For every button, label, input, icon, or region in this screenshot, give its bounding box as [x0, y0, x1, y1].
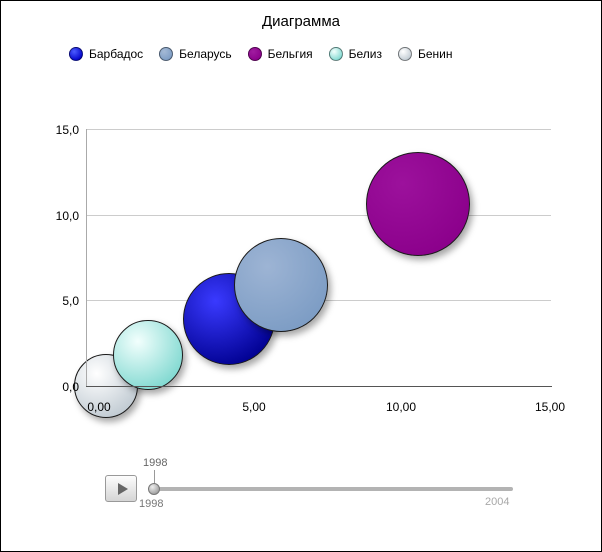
bubble-belize[interactable] — [113, 320, 183, 391]
legend-swatch-icon — [247, 47, 262, 61]
legend-item-belarus[interactable]: Беларусь — [159, 47, 232, 61]
bubble-belgium[interactable] — [365, 152, 470, 257]
x-tick-label: 15,00 — [534, 400, 566, 414]
legend-item-belize[interactable]: Белиз — [328, 47, 382, 61]
legend-item-label: Белиз — [348, 47, 382, 61]
y-tick-label: 0,0 — [62, 380, 79, 394]
legend-item-benin[interactable]: Бенин — [398, 47, 453, 61]
legend-item-label: Бельгия — [267, 47, 313, 61]
x-tick-label: 10,00 — [385, 400, 417, 414]
legend-swatch-icon — [328, 47, 343, 61]
legend-item-belgium[interactable]: Бельгия — [247, 47, 313, 61]
legend-item-label: Беларусь — [179, 47, 232, 61]
legend: Барбадос Беларусь Бельгия Белиз Бенин — [69, 47, 453, 61]
legend-item-label: Барбадос — [89, 47, 144, 61]
play-button[interactable] — [105, 475, 137, 502]
y-tick-label: 15,0 — [55, 123, 79, 137]
timeline-track[interactable] — [149, 487, 513, 491]
y-axis — [86, 129, 87, 387]
legend-item-barbados[interactable]: Барбадос — [69, 47, 143, 61]
current-year-label: 1998 — [143, 457, 168, 469]
legend-swatch-icon — [398, 47, 412, 61]
legend-swatch-icon — [159, 47, 174, 61]
timeline-start-label: 1998 — [139, 498, 164, 510]
x-tick-label: 0,00 — [87, 400, 111, 414]
timeline-end-label: 2004 — [485, 496, 510, 508]
chart-title: Диаграмма — [261, 13, 340, 30]
x-tick-label: 5,00 — [242, 400, 266, 414]
y-tick-label: 5,0 — [62, 294, 79, 308]
current-year-tick — [154, 470, 155, 484]
gridline — [86, 129, 551, 130]
x-axis — [86, 386, 552, 387]
legend-swatch-icon — [69, 47, 83, 61]
timeline-handle[interactable] — [148, 483, 160, 495]
legend-item-label: Бенин — [418, 47, 453, 61]
play-icon — [117, 482, 128, 495]
bubble-belarus[interactable] — [234, 237, 329, 332]
y-tick-label: 10,0 — [55, 209, 79, 223]
gridline — [86, 215, 551, 216]
